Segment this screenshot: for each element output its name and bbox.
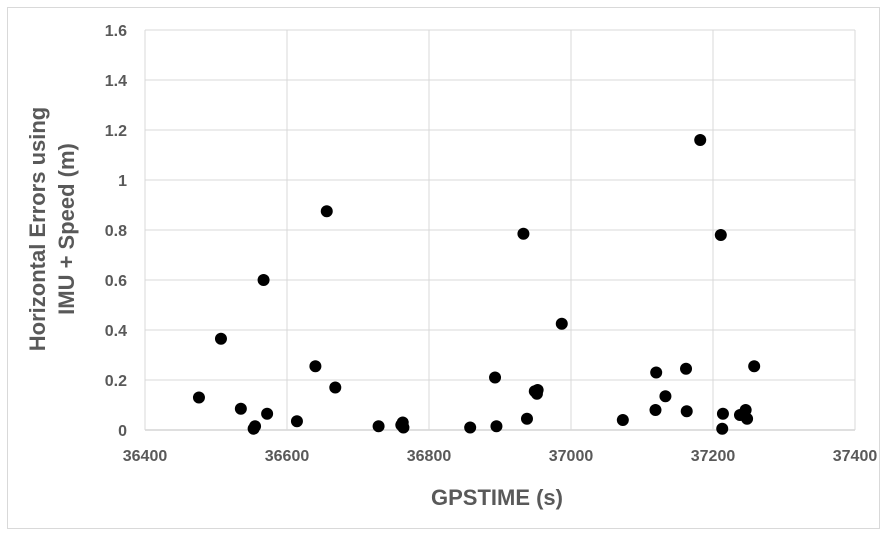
data-point xyxy=(249,420,262,433)
x-tick-label: 37200 xyxy=(691,448,736,465)
y-tick-label: 1.4 xyxy=(105,73,127,90)
y-tick-label: 0.6 xyxy=(105,273,127,290)
x-tick-label: 36600 xyxy=(265,448,310,465)
x-axis-title: GPSTIME (s) xyxy=(431,485,563,510)
data-point xyxy=(716,422,729,435)
y-axis-title-line-2: IMU + Speed (m) xyxy=(54,143,79,315)
data-point xyxy=(214,332,227,345)
x-axis-tick-labels: 36400 36600 36800 37000 37200 37400 xyxy=(123,448,878,465)
y-axis-tick-labels: 0 0.2 0.4 0.6 0.8 1 1.2 1.4 1.6 xyxy=(105,23,127,440)
data-point xyxy=(650,366,663,379)
x-tick-label: 37000 xyxy=(549,448,594,465)
data-point xyxy=(649,404,662,416)
y-axis-title-line-1: Horizontal Errors using xyxy=(25,107,50,351)
x-tick-label: 36800 xyxy=(407,448,452,465)
data-point xyxy=(290,415,303,428)
data-point xyxy=(616,414,629,426)
gridlines xyxy=(144,29,856,431)
data-point xyxy=(329,381,342,394)
data-point xyxy=(192,391,205,404)
data-point xyxy=(372,420,385,433)
data-point xyxy=(309,360,322,373)
chart-frame xyxy=(7,7,880,529)
data-point xyxy=(555,317,568,330)
y-tick-label: 1.2 xyxy=(105,123,127,140)
data-point xyxy=(489,371,502,384)
data-point xyxy=(257,274,270,286)
data-point xyxy=(397,421,410,434)
data-point xyxy=(714,229,727,241)
data-point xyxy=(531,384,544,396)
x-tick-label: 37400 xyxy=(833,448,878,465)
data-point xyxy=(490,420,503,433)
data-point xyxy=(320,205,333,218)
data-point xyxy=(261,407,274,420)
y-tick-label: 1.6 xyxy=(105,23,127,40)
data-point xyxy=(680,362,693,375)
data-point xyxy=(748,360,761,373)
y-tick-label: 0.8 xyxy=(105,223,127,240)
data-point xyxy=(694,134,707,146)
data-point xyxy=(741,412,754,425)
data-point xyxy=(659,390,672,403)
y-tick-label: 0.4 xyxy=(105,323,127,340)
data-points xyxy=(192,134,761,435)
data-point xyxy=(680,405,693,418)
y-tick-label: 0.2 xyxy=(105,373,127,390)
y-tick-label: 0 xyxy=(118,423,127,440)
data-point xyxy=(234,402,247,415)
data-point xyxy=(464,421,477,434)
data-point xyxy=(517,227,530,240)
data-point xyxy=(716,407,729,420)
data-point xyxy=(520,412,533,425)
x-tick-label: 36400 xyxy=(123,448,168,465)
y-tick-label: 1 xyxy=(118,173,127,190)
